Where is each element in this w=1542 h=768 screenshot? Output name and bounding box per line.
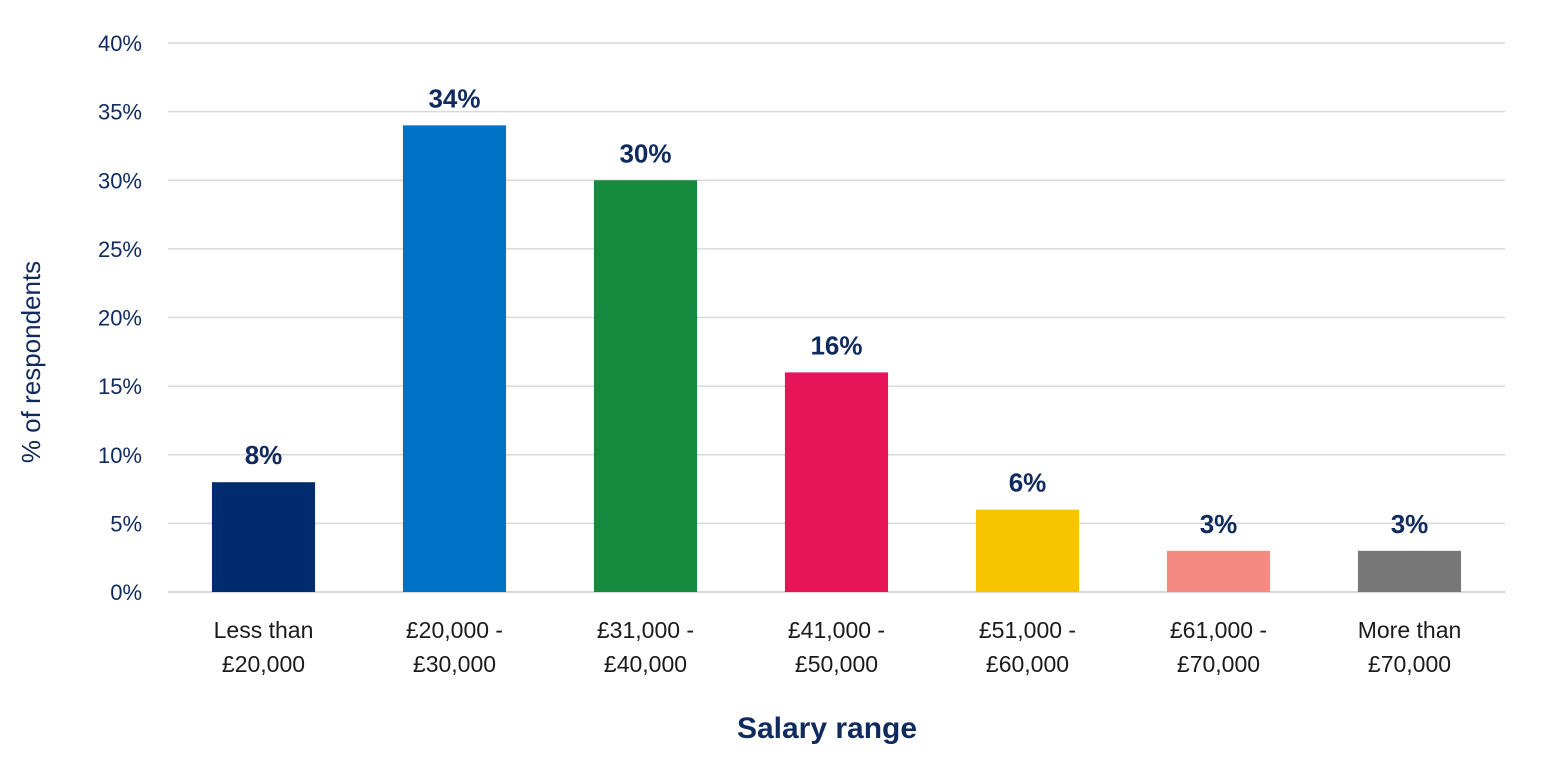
y-tick-label: 0%	[110, 580, 142, 605]
y-axis-title: % of respondents	[16, 261, 46, 463]
y-tick-label: 5%	[110, 511, 142, 536]
bar	[211, 482, 316, 592]
data-label: 6%	[1009, 468, 1047, 498]
x-tick-label: Less than £20,000	[214, 617, 314, 677]
y-tick-label: 20%	[98, 306, 142, 331]
x-axis-categories: Less than £20,000 £20,000 -£30,000 £31,000 …	[214, 617, 1462, 677]
y-tick-label: 35%	[98, 100, 142, 125]
data-label: 30%	[619, 138, 671, 168]
y-axis-ticks: 0% 5% 10% 15% 20% 25% 30% 35% 40%	[98, 31, 142, 605]
data-labels: 8% 34% 30% 16% 6% 3% 3%	[245, 83, 1429, 538]
x-tick-label: More than £70,000	[1358, 617, 1462, 677]
gridlines	[168, 42, 1505, 593]
x-tick-label: £31,000 -£40,000	[597, 617, 694, 677]
y-tick-label: 30%	[98, 168, 142, 193]
bars	[211, 125, 1462, 592]
y-tick-label: 15%	[98, 374, 142, 399]
y-tick-label: 40%	[98, 31, 142, 56]
bar	[1357, 550, 1462, 592]
data-label: 16%	[810, 330, 862, 360]
bar	[593, 180, 698, 592]
bar	[1166, 550, 1271, 592]
bar	[402, 125, 507, 592]
data-label: 3%	[1391, 509, 1429, 539]
data-label: 34%	[428, 83, 480, 113]
data-label: 8%	[245, 440, 283, 470]
x-tick-label: £20,000 -£30,000	[406, 617, 503, 677]
x-tick-label: £61,000 -£70,000	[1170, 617, 1267, 677]
y-tick-label: 10%	[98, 443, 142, 468]
data-label: 3%	[1200, 509, 1238, 539]
x-tick-label: £51,000 -£60,000	[979, 617, 1076, 677]
bar	[784, 372, 889, 592]
x-axis-title: Salary range	[737, 712, 917, 745]
y-tick-label: 25%	[98, 237, 142, 262]
x-tick-label: £41,000 -£50,000	[788, 617, 885, 677]
bar	[975, 509, 1080, 592]
